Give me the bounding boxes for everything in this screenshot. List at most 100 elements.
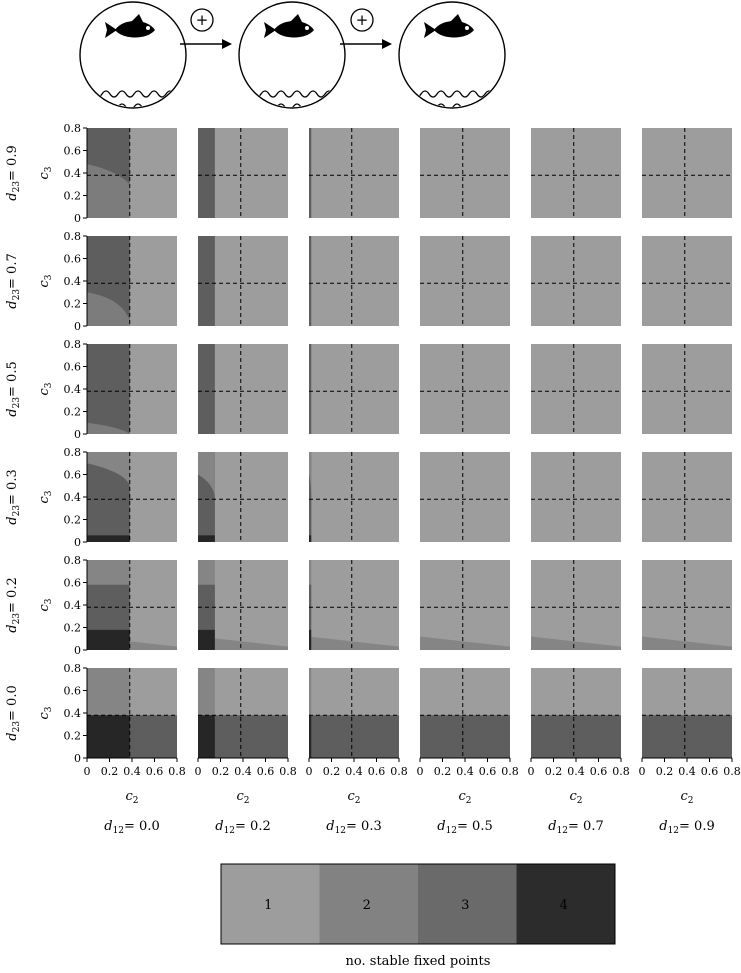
region-level1: [642, 452, 732, 542]
y-axis-label: c3: [37, 706, 54, 719]
column-label: d12= 0.0: [104, 819, 159, 836]
x-tick-label: 0: [639, 765, 646, 778]
x-tick-label: 0.8: [501, 765, 519, 778]
y-tick-label: 0.2: [64, 298, 82, 311]
panel-r3-c3: [420, 452, 510, 542]
row-label: d23= 0.2: [5, 577, 22, 632]
panel-r1-c0: [87, 236, 177, 326]
region-level3: [420, 715, 510, 758]
y-tick-label: 0: [74, 320, 81, 333]
x-tick-label: 0.2: [656, 765, 674, 778]
y-tick-label: 0.2: [64, 622, 82, 635]
y-tick-label: 0.6: [64, 361, 82, 374]
region-level2: [87, 292, 130, 326]
panel-r0-c2: [309, 128, 399, 218]
y-tick-label: 0.6: [64, 253, 82, 266]
region-level1: [420, 236, 510, 326]
y-axis-r1: 0 0.2 0.4 0.6 0.8 c3: [37, 230, 88, 333]
panel-grid: 0 0.2 0.4 0.6 0.8 c3 0 0.2 0.4 0.6 0.8 c3 0 0.2 0.4 0.6…: [37, 122, 741, 806]
y-tick-label: 0: [74, 752, 81, 765]
region-level3: [198, 344, 215, 434]
y-tick-label: 0.4: [64, 599, 82, 612]
x-axis-c1: 0 0.2 0.4 0.6 0.8 c2: [195, 757, 297, 806]
arrow-plus: +: [340, 8, 392, 49]
x-tick-label: 0.4: [123, 765, 141, 778]
panel-r2-c1: [198, 344, 288, 434]
x-axis-c3: 0 0.2 0.4 0.6 0.8 c2: [417, 757, 519, 806]
x-axis-label: c2: [347, 789, 360, 806]
panel-r3-c2: [309, 452, 399, 542]
x-tick-label: 0.8: [390, 765, 408, 778]
column-labels: d12= 0.0 d12= 0.2 d12= 0.3 d12= 0.5 d12= 0.7…: [104, 819, 714, 836]
y-tick-label: 0.2: [64, 190, 82, 203]
x-axis-label: c2: [680, 789, 693, 806]
y-tick-label: 0.6: [64, 469, 82, 482]
x-tick-label: 0.6: [479, 765, 497, 778]
region-level1: [309, 344, 399, 434]
x-tick-label: 0: [417, 765, 424, 778]
y-tick-label: 0.2: [64, 730, 82, 743]
y-tick-label: 0.4: [64, 275, 82, 288]
region-level1: [531, 236, 621, 326]
region-level1: [420, 344, 510, 434]
region-level3: [198, 128, 215, 218]
y-axis-label: c3: [37, 274, 54, 287]
region-level2: [87, 164, 130, 218]
panel-r2-c5: [642, 344, 732, 434]
panel-r1-c3: [420, 236, 510, 326]
arrow-plus: +: [180, 8, 232, 49]
panel-r2-c0: [87, 344, 177, 434]
y-tick-label: 0.6: [64, 145, 82, 158]
legend-swatch-1: [221, 864, 320, 944]
x-tick-label: 0.2: [212, 765, 230, 778]
region-level1: [531, 344, 621, 434]
region-level3: [309, 715, 399, 758]
panel-r5-c5: [642, 668, 732, 758]
x-axis-c4: 0 0.2 0.4 0.6 0.8 c2: [528, 757, 630, 806]
panel-r1-c4: [531, 236, 621, 326]
panel-r0-c1: [198, 128, 288, 218]
region-level2: [198, 668, 215, 716]
panel-r3-c0: [87, 452, 177, 542]
x-tick-label: 0.4: [678, 765, 696, 778]
y-axis-r2: 0 0.2 0.4 0.6 0.8 c3: [37, 338, 88, 441]
x-tick-label: 0.4: [234, 765, 252, 778]
x-tick-label: 0: [84, 765, 91, 778]
y-axis-r3: 0 0.2 0.4 0.6 0.8 c3: [37, 446, 88, 549]
y-tick-label: 0.2: [64, 514, 82, 527]
panel-r0-c5: [642, 128, 732, 218]
legend-frame: [220, 863, 616, 945]
x-tick-label: 0: [195, 765, 202, 778]
panel-r2-c3: [420, 344, 510, 434]
y-axis-r0: 0 0.2 0.4 0.6 0.8 c3: [37, 122, 88, 225]
legend-label: 4: [560, 898, 568, 913]
region-level1: [531, 452, 621, 542]
panel-r1-c1: [198, 236, 288, 326]
y-tick-label: 0.4: [64, 707, 82, 720]
row-label: d23= 0.7: [5, 253, 22, 308]
x-tick-label: 0.4: [456, 765, 474, 778]
row-label: d23= 0.3: [5, 469, 22, 524]
header-schematic: + +: [79, 1, 506, 109]
region-level2: [198, 636, 288, 650]
legend-label: 2: [363, 898, 371, 913]
y-tick-label: 0.4: [64, 491, 82, 504]
y-tick-label: 0.6: [64, 577, 82, 590]
region-level2: [87, 422, 130, 434]
panel-r4-c5: [642, 560, 732, 650]
y-axis-r4: 0 0.2 0.4 0.6 0.8 c3: [37, 554, 88, 657]
region-level3: [87, 344, 130, 434]
panel-r2-c2: [309, 344, 399, 434]
panel-r0-c3: [420, 128, 510, 218]
region-level3: [309, 344, 312, 434]
region-level3: [531, 715, 621, 758]
y-tick-label: 0: [74, 644, 81, 657]
region-level1: [531, 560, 621, 650]
x-axis-label: c2: [569, 789, 582, 806]
x-tick-label: 0.2: [101, 765, 119, 778]
y-tick-label: 0.6: [64, 685, 82, 698]
x-axis-label: c2: [236, 789, 249, 806]
panel-r5-c3: [420, 668, 510, 758]
column-label: d12= 0.7: [548, 819, 603, 836]
x-tick-label: 0.2: [323, 765, 341, 778]
